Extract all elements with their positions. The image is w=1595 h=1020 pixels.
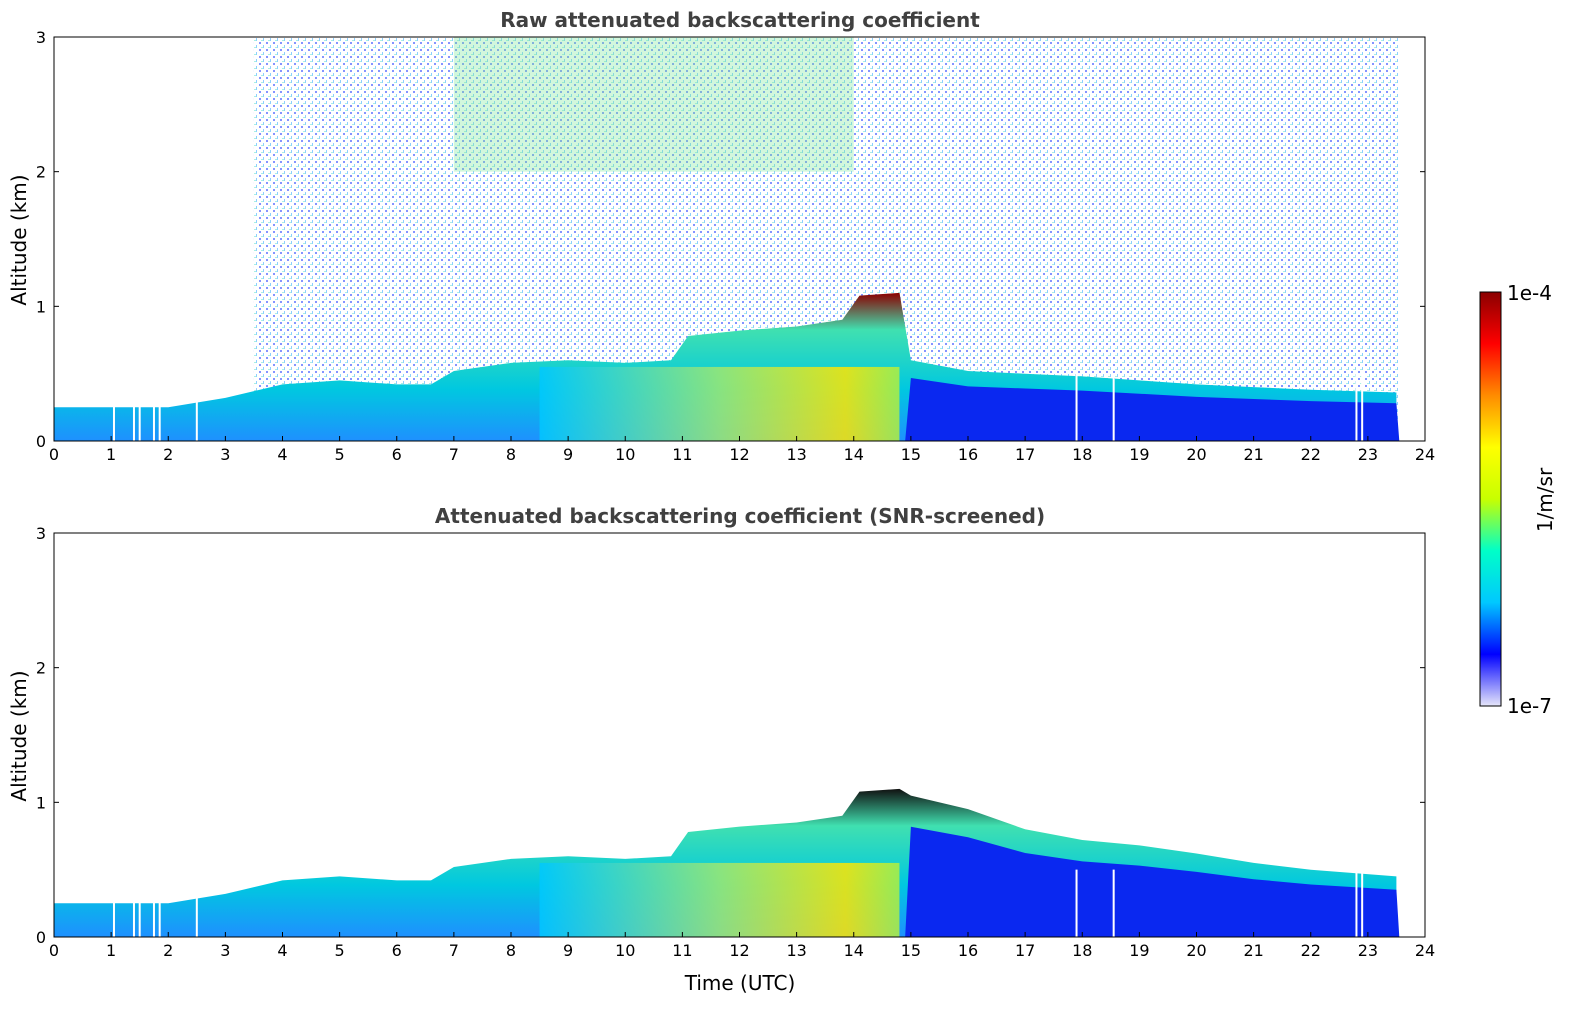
- x-tick-label: 18: [1072, 445, 1092, 464]
- x-tick-label: 15: [901, 941, 921, 960]
- screened-y-axis-label: Altitude (km): [7, 670, 31, 801]
- screened-panel-title: Attenuated backscattering coefficient (S…: [435, 504, 1045, 528]
- raw-x-axis-ticks: 0 1 2 3 4 5 6 7 8 9 10 11 12 13 14 15 16 17 18 19 20 21 22 23 24: [49, 436, 1435, 464]
- x-tick-label: 12: [729, 445, 749, 464]
- x-tick-label: 4: [277, 941, 287, 960]
- x-tick-label: 2: [163, 941, 173, 960]
- x-tick-label: 19: [1129, 941, 1149, 960]
- x-tick-label: 20: [1186, 445, 1206, 464]
- x-tick-label: 0: [49, 941, 59, 960]
- upper-noise-band: [453, 37, 854, 172]
- x-tick-label: 17: [1015, 941, 1035, 960]
- x-tick-label: 19: [1129, 445, 1149, 464]
- x-tick-label: 14: [844, 941, 864, 960]
- x-tick-label: 7: [449, 445, 459, 464]
- x-tick-label: 12: [729, 941, 749, 960]
- x-tick-label: 8: [506, 941, 516, 960]
- x-tick-label: 21: [1243, 941, 1263, 960]
- screened-backscatter-panel: Attenuated backscattering coefficient (S…: [7, 504, 1435, 995]
- x-tick-label: 22: [1301, 941, 1321, 960]
- raw-heatmap-area: [54, 37, 1400, 441]
- residual-layer: [905, 826, 1400, 937]
- mixing-layer-band: [539, 862, 900, 937]
- mixing-layer-band: [539, 366, 900, 441]
- x-tick-label: 4: [277, 445, 287, 464]
- x-tick-label: 22: [1301, 445, 1321, 464]
- x-tick-label: 8: [506, 445, 516, 464]
- x-tick-label: 11: [672, 941, 692, 960]
- y-tick-label: 1: [36, 297, 46, 316]
- x-tick-label: 20: [1186, 941, 1206, 960]
- x-tick-label: 13: [786, 941, 806, 960]
- x-tick-label: 10: [615, 941, 635, 960]
- x-tick-label: 24: [1415, 941, 1435, 960]
- x-tick-label: 24: [1415, 445, 1435, 464]
- x-axis-label: Time (UTC): [684, 971, 796, 995]
- residual-layer: [905, 378, 1400, 441]
- x-tick-label: 23: [1358, 941, 1378, 960]
- x-tick-label: 9: [563, 941, 573, 960]
- x-tick-label: 16: [958, 941, 978, 960]
- y-tick-label: 3: [36, 524, 46, 543]
- colorbar-units-label: 1/m/sr: [1533, 467, 1557, 532]
- x-tick-label: 13: [786, 445, 806, 464]
- y-tick-label: 2: [36, 659, 46, 678]
- screened-heatmap-area: [54, 788, 1400, 937]
- x-tick-label: 3: [220, 941, 230, 960]
- x-tick-label: 7: [449, 941, 459, 960]
- x-tick-label: 16: [958, 445, 978, 464]
- screened-x-axis-ticks: 0 1 2 3 4 5 6 7 8 9 10 11 12 13 14 15 16 17 18 19 20 21 22 23 24: [49, 932, 1435, 960]
- plot-frame: [53, 532, 1426, 938]
- x-tick-label: 18: [1072, 941, 1092, 960]
- y-tick-label: 0: [36, 928, 46, 947]
- y-tick-label: 0: [36, 432, 46, 451]
- y-tick-label: 1: [36, 793, 46, 812]
- x-tick-label: 11: [672, 445, 692, 464]
- colorbar-min-label: 1e-7: [1507, 694, 1552, 718]
- x-tick-label: 23: [1358, 445, 1378, 464]
- x-tick-label: 10: [615, 445, 635, 464]
- colorbar-max-label: 1e-4: [1507, 281, 1552, 305]
- y-tick-label: 3: [36, 28, 46, 47]
- x-tick-label: 6: [392, 941, 402, 960]
- x-tick-label: 3: [220, 445, 230, 464]
- x-tick-label: 5: [335, 941, 345, 960]
- raw-backscatter-panel: Raw attenuated backscattering coefficien…: [7, 8, 1435, 464]
- x-tick-label: 17: [1015, 445, 1035, 464]
- y-tick-label: 2: [36, 163, 46, 182]
- x-tick-label: 15: [901, 445, 921, 464]
- plot-frame: [53, 36, 1426, 442]
- x-tick-label: 1: [106, 445, 116, 464]
- x-tick-label: 1: [106, 941, 116, 960]
- x-tick-label: 2: [163, 445, 173, 464]
- x-tick-label: 6: [392, 445, 402, 464]
- x-tick-label: 0: [49, 445, 59, 464]
- x-tick-label: 14: [844, 445, 864, 464]
- colorbar: 1e-4 1e-7 1/m/sr: [1479, 281, 1557, 718]
- x-tick-label: 5: [335, 445, 345, 464]
- colorbar-gradient: [1479, 291, 1502, 707]
- x-tick-label: 9: [563, 445, 573, 464]
- raw-y-axis-label: Altitude (km): [7, 174, 31, 305]
- raw-panel-title: Raw attenuated backscattering coefficien…: [500, 8, 980, 32]
- x-tick-label: 21: [1243, 445, 1263, 464]
